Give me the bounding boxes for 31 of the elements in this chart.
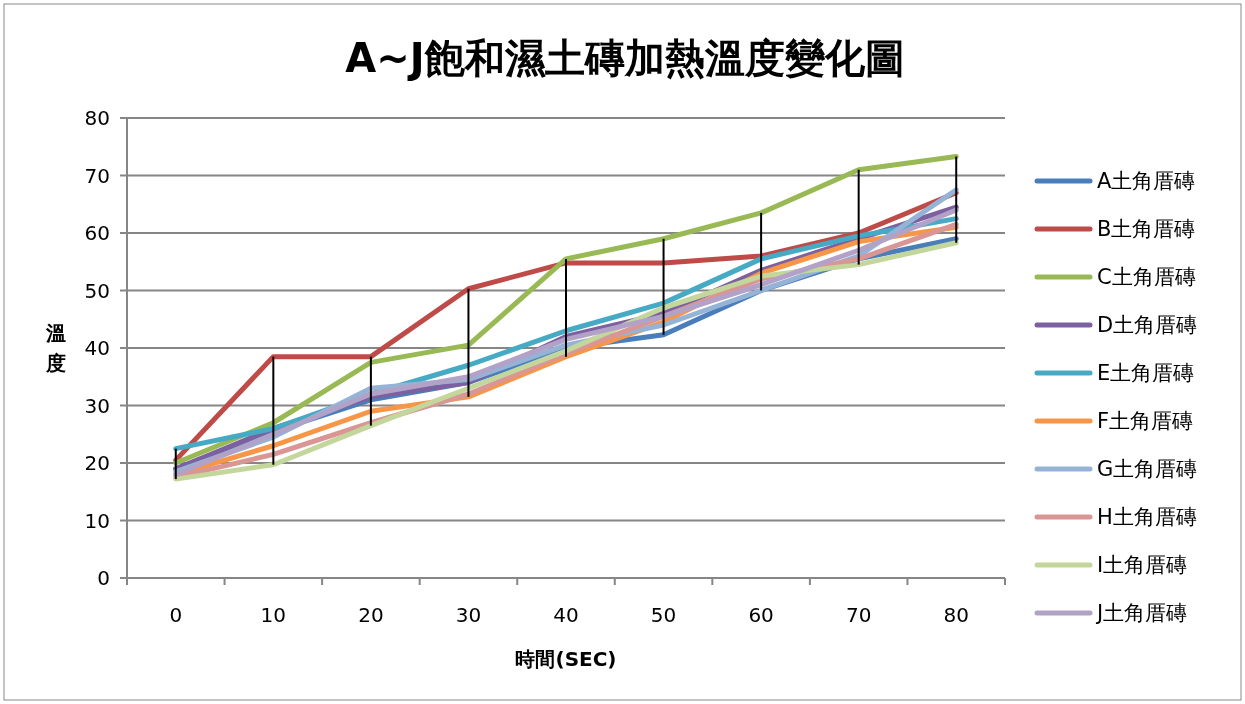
legend-label: A土角厝磚 — [1097, 169, 1196, 194]
legend-label: J土角厝磚 — [1095, 601, 1188, 626]
y-tick-label: 70 — [84, 163, 110, 188]
x-tick-label: 30 — [455, 603, 482, 627]
y-tick-label: 0 — [97, 566, 110, 590]
legend-label: H土角厝磚 — [1097, 505, 1197, 530]
x-tick-label: 10 — [260, 603, 287, 627]
y-axis-title: 溫度 — [45, 321, 66, 375]
y-tick-label: 50 — [84, 278, 110, 303]
y-tick-label: 80 — [84, 106, 110, 130]
legend-label: E土角厝磚 — [1097, 361, 1195, 386]
y-tick-label: 20 — [84, 451, 110, 475]
x-axis-title: 時間(SEC) — [515, 647, 617, 671]
x-tick-label: 0 — [169, 603, 183, 627]
y-tick-label: 40 — [84, 336, 110, 360]
legend-label: G土角厝磚 — [1097, 457, 1198, 482]
x-tick-label: 80 — [943, 603, 969, 627]
y-tick-label: 60 — [84, 221, 110, 245]
legend-label: B土角厝磚 — [1097, 217, 1196, 242]
x-tick-label: 40 — [553, 603, 579, 627]
legend-label: F土角厝磚 — [1097, 409, 1194, 434]
y-tick-label: 10 — [84, 508, 110, 533]
legend-label: C土角厝磚 — [1097, 265, 1196, 290]
chart-title: A~J飽和濕土磚加熱溫度變化圖 — [345, 35, 905, 81]
x-tick-label: 60 — [748, 603, 774, 627]
legend-label: I土角厝磚 — [1097, 553, 1188, 578]
x-tick-label: 50 — [650, 603, 677, 627]
y-tick-label: 30 — [84, 393, 110, 418]
x-tick-label: 20 — [358, 603, 384, 627]
x-tick-label: 70 — [845, 603, 872, 627]
legend-label: D土角厝磚 — [1097, 313, 1198, 338]
